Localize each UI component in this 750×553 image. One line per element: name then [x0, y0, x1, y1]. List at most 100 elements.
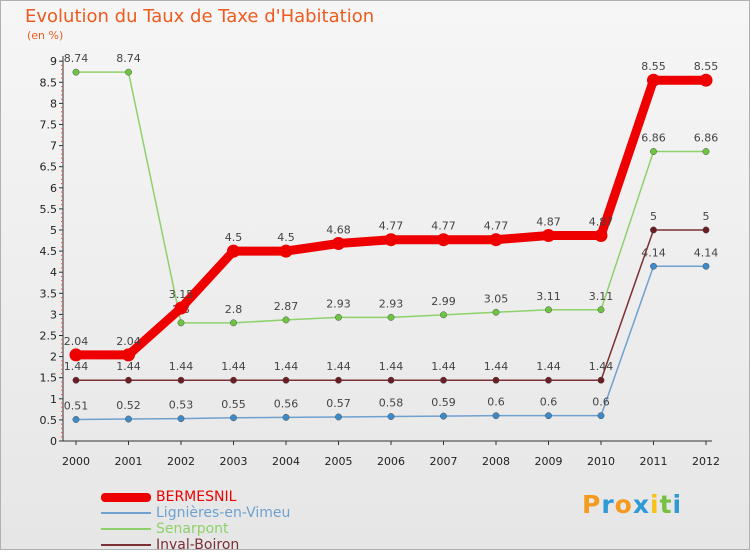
y-tick-label: 0.5: [40, 414, 58, 427]
data-point-senarpont: [702, 148, 710, 155]
y-tick-label: 6: [50, 182, 57, 195]
data-point-bermesnil: [279, 244, 293, 258]
data-label-bermesnil: 2.04: [64, 335, 89, 348]
data-label-inval-boiron: 1.44: [274, 360, 299, 373]
data-label-inval-boiron: 5: [650, 210, 657, 223]
data-point-lignieres-en-vimeu: [597, 412, 605, 420]
chart-title: Evolution du Taux de Taxe d'Habitation: [25, 6, 375, 27]
y-tick-label: 6.5: [40, 161, 58, 174]
data-label-senarpont: 6.86: [694, 132, 719, 145]
data-point-lignieres-en-vimeu: [650, 262, 657, 270]
data-label-lignieres-en-vimeu: 0.59: [431, 396, 456, 409]
data-point-bermesnil: [122, 348, 135, 362]
data-label-bermesnil: 4.77: [379, 220, 404, 233]
data-label-lignieres-en-vimeu: 0.55: [221, 398, 246, 411]
data-label-senarpont: 8.74: [116, 52, 141, 65]
data-label-lignieres-en-vimeu: 0.6: [540, 396, 558, 409]
data-point-inval-boiron: [492, 376, 500, 384]
data-point-lignieres-en-vimeu: [702, 262, 710, 270]
y-tick-label: 3.5: [40, 287, 58, 300]
data-label-lignieres-en-vimeu: 0.51: [64, 399, 89, 412]
x-tick-label: 2000: [62, 455, 90, 468]
x-tick-label: 2009: [535, 455, 563, 468]
y-tick-label: 0: [50, 435, 57, 448]
data-label-bermesnil: 3.15: [169, 288, 194, 301]
logo-letter: r: [601, 490, 615, 519]
data-point-inval-boiron: [230, 376, 237, 384]
data-point-bermesnil: [332, 237, 345, 251]
data-label-inval-boiron: 1.44: [589, 360, 614, 373]
legend-label: Inval-Boiron: [156, 537, 240, 553]
data-point-senarpont: [545, 306, 552, 314]
data-label-lignieres-en-vimeu: 4.14: [694, 246, 719, 259]
x-tick-label: 2008: [482, 455, 510, 468]
y-tick-label: 9: [50, 55, 57, 68]
data-label-inval-boiron: 1.44: [379, 360, 404, 373]
data-point-lignieres-en-vimeu: [492, 412, 500, 420]
data-label-inval-boiron: 1.44: [484, 360, 509, 373]
data-point-senarpont: [230, 319, 237, 327]
x-tick-label: 2012: [692, 455, 720, 468]
data-point-inval-boiron: [387, 376, 395, 384]
data-label-senarpont: 2.8: [225, 303, 243, 316]
x-tick-label: 2005: [325, 455, 353, 468]
data-label-senarpont: 3.11: [589, 290, 614, 303]
data-label-senarpont: 2.87: [274, 300, 299, 313]
legend-item-bermesnil: BERMESNIL: [101, 489, 361, 505]
data-label-inval-boiron: 1.44: [536, 360, 561, 373]
legend-item-lignieres-en-vimeu: Lignières-en-Vimeu: [101, 505, 361, 521]
x-tick-label: 2002: [167, 455, 195, 468]
data-label-inval-boiron: 1.44: [116, 360, 141, 373]
data-point-bermesnil: [699, 73, 713, 87]
legend-label: Senarpont: [156, 521, 229, 537]
data-point-senarpont: [597, 306, 605, 314]
data-label-lignieres-en-vimeu: 0.56: [274, 397, 299, 410]
data-label-bermesnil: 4.87: [536, 215, 561, 228]
data-point-senarpont: [440, 311, 447, 319]
data-label-inval-boiron: 1.44: [431, 360, 456, 373]
data-label-inval-boiron: 1.44: [64, 360, 89, 373]
data-point-lignieres-en-vimeu: [125, 415, 132, 423]
proxiti-logo: Proxiti: [582, 490, 682, 519]
x-tick-label: 2004: [272, 455, 300, 468]
data-label-inval-boiron: 1.44: [221, 360, 246, 373]
data-point-inval-boiron: [335, 376, 342, 384]
y-tick-label: 1.5: [40, 372, 58, 385]
data-label-senarpont: 2.93: [326, 297, 351, 310]
data-point-inval-boiron: [72, 376, 80, 384]
y-tick-label: 8.5: [40, 76, 58, 89]
data-label-bermesnil: 4.68: [326, 224, 351, 237]
data-point-lignieres-en-vimeu: [72, 416, 80, 423]
data-point-inval-boiron: [177, 376, 185, 384]
data-point-lignieres-en-vimeu: [387, 413, 395, 420]
legend-swatch: [101, 544, 151, 546]
data-label-senarpont: 3.05: [484, 292, 509, 305]
logo-letter: o: [614, 490, 633, 519]
data-label-lignieres-en-vimeu: 0.53: [169, 399, 194, 412]
data-label-senarpont: 2.99: [431, 295, 456, 308]
y-tick-label: 5: [50, 224, 57, 237]
data-point-inval-boiron: [702, 226, 710, 234]
data-point-senarpont: [125, 68, 132, 76]
data-label-senarpont: 6.86: [641, 132, 666, 145]
logo-letter: i: [650, 490, 660, 519]
data-point-lignieres-en-vimeu: [440, 412, 447, 420]
legend-swatch: [101, 492, 151, 502]
logo-letter: x: [632, 490, 650, 519]
data-point-inval-boiron: [440, 376, 447, 384]
data-point-inval-boiron: [545, 376, 552, 384]
data-point-bermesnil: [227, 244, 240, 258]
x-tick-label: 2010: [587, 455, 615, 468]
y-tick-label: 2.5: [40, 330, 58, 343]
data-label-senarpont: 2.93: [379, 297, 404, 310]
data-point-lignieres-en-vimeu: [230, 414, 237, 422]
data-label-inval-boiron: 5: [703, 210, 710, 223]
chart-legend: BERMESNIL Lignières-en-Vimeu Senarpont Inva…: [101, 489, 361, 553]
x-tick-label: 2003: [220, 455, 248, 468]
data-label-bermesnil: 4.5: [277, 231, 295, 244]
data-point-bermesnil: [594, 228, 608, 242]
logo-letter: P: [582, 490, 602, 519]
y-tick-label: 5.5: [40, 203, 58, 216]
data-label-bermesnil: 4.5: [225, 231, 243, 244]
data-label-lignieres-en-vimeu: 0.6: [592, 396, 610, 409]
